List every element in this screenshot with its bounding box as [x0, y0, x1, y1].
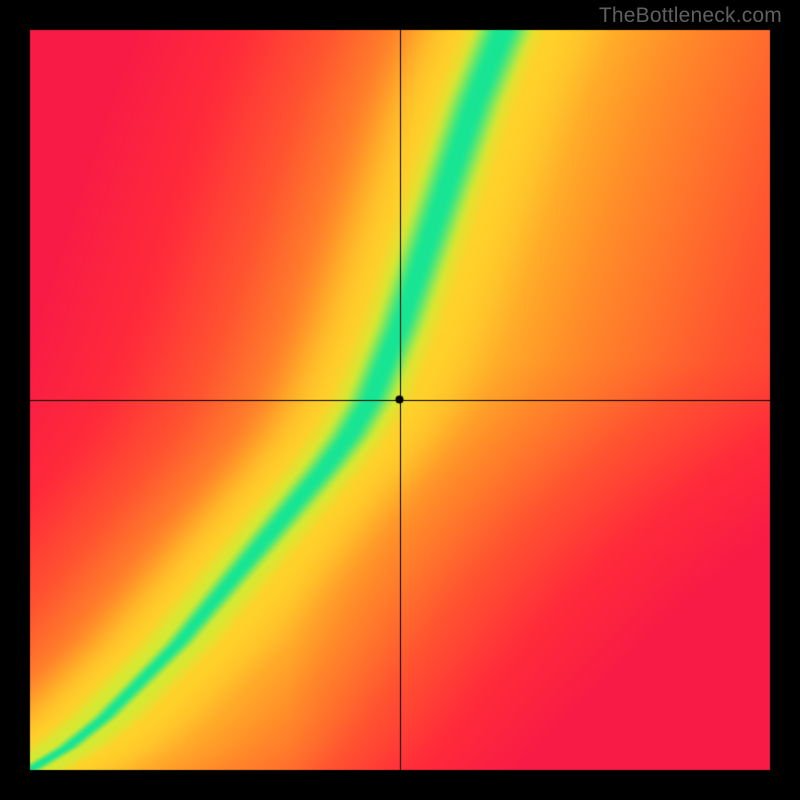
watermark-text: TheBottleneck.com [599, 4, 782, 28]
heatmap-canvas [0, 0, 800, 800]
chart-container: TheBottleneck.com [0, 0, 800, 800]
